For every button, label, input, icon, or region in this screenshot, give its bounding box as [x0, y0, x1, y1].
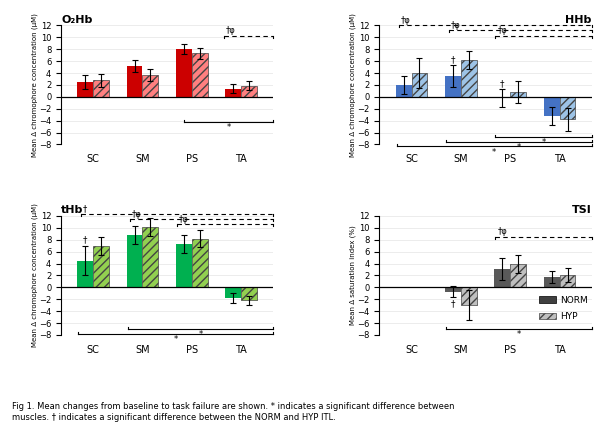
- Text: †: †: [83, 204, 87, 213]
- Bar: [510, 92, 526, 97]
- Text: †φ: †φ: [451, 21, 461, 30]
- Bar: [225, 89, 241, 97]
- Bar: [241, 287, 257, 301]
- Bar: [559, 97, 575, 120]
- Bar: [143, 227, 158, 287]
- Text: †φ: †φ: [401, 16, 411, 25]
- Bar: [445, 287, 461, 292]
- Bar: [461, 287, 476, 305]
- Text: O₂Hb: O₂Hb: [61, 15, 92, 25]
- Text: *: *: [227, 123, 231, 132]
- Bar: [225, 287, 241, 298]
- Text: †φ: †φ: [497, 227, 507, 237]
- Bar: [412, 73, 428, 97]
- Bar: [510, 264, 526, 287]
- Text: *: *: [517, 143, 521, 152]
- Bar: [77, 82, 93, 97]
- Text: †: †: [83, 235, 87, 245]
- Text: *: *: [517, 330, 521, 340]
- Text: HHb: HHb: [565, 15, 592, 25]
- Bar: [445, 76, 461, 97]
- Text: tHb: tHb: [61, 205, 84, 215]
- Text: *: *: [492, 148, 497, 157]
- Y-axis label: Mean Δ chromophore concentration (μM): Mean Δ chromophore concentration (μM): [31, 204, 37, 347]
- Bar: [127, 235, 143, 287]
- Bar: [93, 80, 109, 97]
- Y-axis label: Mean Δ chromophore concentration (μM): Mean Δ chromophore concentration (μM): [31, 13, 37, 157]
- Text: *: *: [198, 330, 203, 340]
- Text: †φ: †φ: [497, 26, 507, 35]
- Bar: [192, 53, 207, 97]
- Legend: NORM, HYP: NORM, HYP: [536, 292, 592, 324]
- Text: †φ: †φ: [179, 215, 188, 224]
- Text: †: †: [500, 79, 504, 88]
- Text: †: †: [451, 299, 455, 308]
- Bar: [559, 275, 575, 287]
- Bar: [495, 269, 510, 287]
- Bar: [241, 86, 257, 97]
- Bar: [143, 75, 158, 97]
- Text: †φ: †φ: [132, 209, 142, 219]
- Bar: [544, 277, 559, 287]
- Bar: [544, 97, 559, 116]
- Text: †: †: [451, 55, 455, 64]
- Text: *: *: [542, 138, 546, 147]
- Bar: [192, 239, 207, 287]
- Bar: [461, 60, 476, 97]
- Bar: [176, 49, 192, 97]
- Bar: [93, 245, 109, 287]
- Text: †φ: †φ: [226, 26, 235, 35]
- Bar: [176, 244, 192, 287]
- Text: Fig 1. Mean changes from baseline to task failure are shown. * indicates a signi: Fig 1. Mean changes from baseline to tas…: [12, 402, 454, 422]
- Text: TSI: TSI: [572, 205, 592, 215]
- Text: *: *: [174, 335, 178, 344]
- Bar: [396, 85, 412, 97]
- Bar: [495, 97, 510, 98]
- Y-axis label: Mean Δ saturation index (%): Mean Δ saturation index (%): [350, 226, 356, 325]
- Y-axis label: Mean Δ chromophore concentration (μM): Mean Δ chromophore concentration (μM): [350, 13, 356, 157]
- Bar: [127, 66, 143, 97]
- Bar: [77, 261, 93, 287]
